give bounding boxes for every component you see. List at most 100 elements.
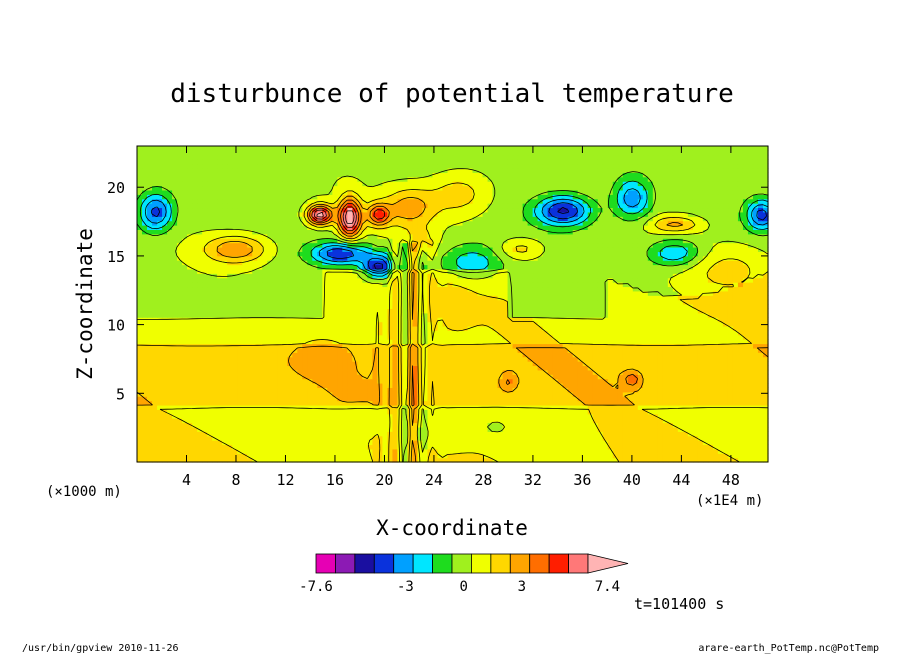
heatmap-cell bbox=[232, 426, 238, 432]
heatmap-cell bbox=[342, 325, 348, 331]
heatmap-cell bbox=[472, 391, 479, 397]
heatmap-cell bbox=[737, 295, 744, 301]
heatmap-cell bbox=[657, 321, 664, 327]
heatmap-cell bbox=[367, 435, 373, 441]
heatmap-cell bbox=[177, 308, 183, 314]
heatmap-cell bbox=[232, 383, 238, 388]
heatmap-cell bbox=[487, 448, 494, 454]
heatmap-cell bbox=[482, 290, 489, 296]
heatmap-cell bbox=[737, 409, 744, 415]
heatmap-cell bbox=[477, 378, 484, 384]
heatmap-cell bbox=[207, 396, 213, 402]
heatmap-cell bbox=[762, 426, 769, 432]
heatmap-cell bbox=[287, 369, 293, 375]
heatmap-cell bbox=[692, 365, 699, 371]
heatmap-cell bbox=[222, 378, 228, 384]
heatmap-cell bbox=[422, 378, 429, 384]
heatmap-cell bbox=[347, 396, 353, 402]
heatmap-cell bbox=[362, 453, 368, 459]
heatmap-cell bbox=[212, 387, 218, 393]
heatmap-cell bbox=[502, 413, 509, 419]
heatmap-cell bbox=[197, 347, 203, 353]
heatmap-cell bbox=[677, 391, 684, 397]
heatmap-cell bbox=[522, 400, 529, 406]
heatmap-cell bbox=[437, 347, 444, 353]
heatmap-cell bbox=[472, 295, 479, 301]
heatmap-cell bbox=[462, 396, 469, 402]
heatmap-cell bbox=[747, 334, 754, 340]
heatmap-cell bbox=[397, 317, 404, 323]
heatmap-cell bbox=[197, 431, 203, 437]
heatmap-cell bbox=[637, 352, 644, 358]
heatmap-cell bbox=[532, 413, 539, 419]
heatmap-cell bbox=[737, 317, 744, 323]
heatmap-cell bbox=[667, 400, 674, 406]
heatmap-cell bbox=[747, 457, 754, 463]
heatmap-cell bbox=[267, 343, 273, 349]
heatmap-cell bbox=[527, 400, 534, 406]
heatmap-cell bbox=[227, 347, 233, 353]
heatmap-cell bbox=[672, 374, 679, 380]
heatmap-cell bbox=[187, 317, 193, 323]
heatmap-cell bbox=[652, 453, 659, 459]
heatmap-cell bbox=[292, 290, 298, 296]
heatmap-cell bbox=[332, 343, 338, 349]
heatmap-cell bbox=[617, 290, 624, 296]
heatmap-cell bbox=[327, 453, 333, 459]
heatmap-cell bbox=[342, 356, 348, 362]
heatmap-cell bbox=[462, 321, 469, 327]
heatmap-cell bbox=[582, 435, 589, 441]
heatmap-cell bbox=[372, 325, 378, 331]
heatmap-cell bbox=[332, 383, 338, 388]
heatmap-cell bbox=[652, 404, 659, 410]
heatmap-cell bbox=[607, 426, 614, 432]
heatmap-cell bbox=[437, 426, 444, 432]
heatmap-cell bbox=[447, 295, 454, 301]
heatmap-cell bbox=[667, 422, 674, 428]
heatmap-cell bbox=[622, 444, 629, 450]
heatmap-cell bbox=[167, 418, 173, 424]
heatmap-cell bbox=[292, 383, 298, 388]
heatmap-cell bbox=[492, 308, 499, 314]
heatmap-cell bbox=[317, 413, 323, 419]
heatmap-cell bbox=[707, 308, 714, 314]
heatmap-cell bbox=[317, 317, 323, 323]
heatmap-cell bbox=[517, 343, 524, 349]
heatmap-cell bbox=[322, 404, 328, 410]
heatmap-cell bbox=[742, 339, 749, 345]
heatmap-cell bbox=[597, 440, 604, 446]
heatmap-cell bbox=[302, 330, 308, 336]
heatmap-cell bbox=[142, 343, 148, 349]
heatmap-cell bbox=[417, 422, 424, 428]
heatmap-cell bbox=[142, 299, 148, 305]
heatmap-cell bbox=[492, 369, 499, 375]
heatmap-cell bbox=[322, 299, 328, 305]
heatmap-cell bbox=[367, 391, 373, 397]
heatmap-cell bbox=[227, 400, 233, 406]
heatmap-cell bbox=[757, 383, 764, 388]
heatmap-cell bbox=[722, 308, 729, 314]
heatmap-cell bbox=[742, 440, 749, 446]
heatmap-cell bbox=[487, 383, 494, 388]
heatmap-cell bbox=[652, 290, 659, 296]
heatmap-cell bbox=[157, 440, 163, 446]
heatmap-cell bbox=[302, 343, 308, 349]
heatmap-cell bbox=[582, 299, 589, 305]
heatmap-cell bbox=[302, 295, 308, 301]
heatmap-cell bbox=[362, 426, 368, 432]
heatmap-cell bbox=[327, 396, 333, 402]
heatmap-cell bbox=[422, 343, 429, 349]
heatmap-cell bbox=[482, 330, 489, 336]
heatmap-cell bbox=[387, 457, 394, 463]
heatmap-cell bbox=[332, 426, 338, 432]
heatmap-cell bbox=[567, 453, 574, 459]
heatmap-cell bbox=[432, 369, 439, 375]
heatmap-cell bbox=[742, 365, 749, 371]
heatmap-cell bbox=[462, 308, 469, 314]
heatmap-cell bbox=[302, 347, 308, 353]
heatmap-cell bbox=[422, 330, 429, 336]
heatmap-cell bbox=[697, 426, 704, 432]
heatmap-cell bbox=[762, 435, 769, 441]
heatmap-cell bbox=[692, 418, 699, 424]
heatmap-cell bbox=[387, 330, 394, 336]
